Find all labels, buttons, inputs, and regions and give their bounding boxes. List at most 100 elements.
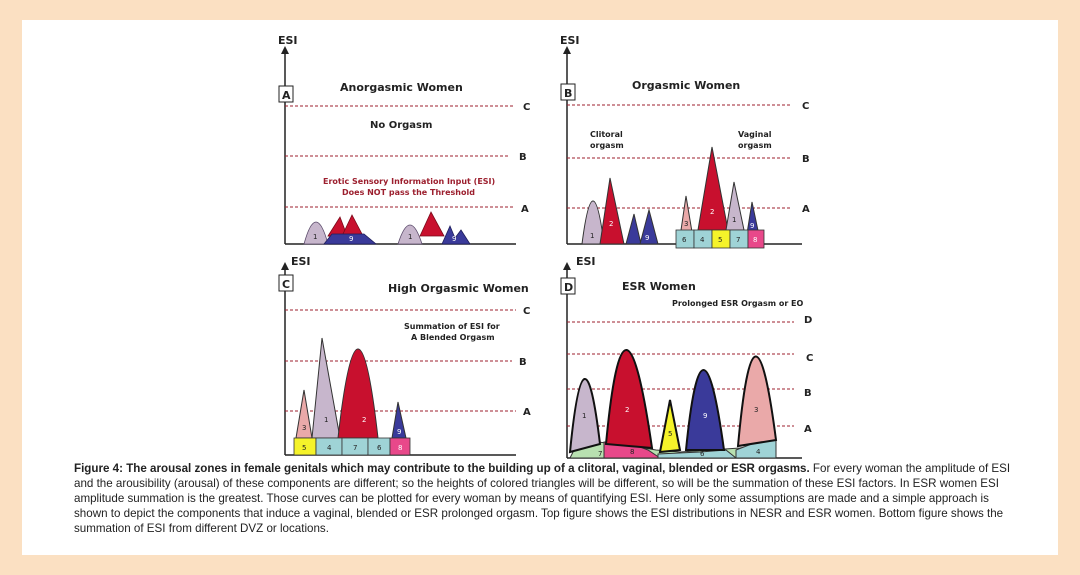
panel-d-peak-1 [568,378,602,454]
figure-4-diagram: ESI A Anorgasmic Women C B A No Orgasm E… [278,34,813,459]
panel-b-note-clitoral: Clitoral [590,130,623,139]
panel-a-level-a: A [521,204,529,215]
panel-d-peak-label-9: 9 [703,412,707,420]
panel-b-level-c: C [802,101,809,112]
panel-b-box-label-4: 4 [700,236,705,244]
panel-d-level-c: C [806,353,813,364]
panel-b-peak-2 [599,177,625,245]
panel-c-box-label-6: 6 [377,444,382,452]
panel-b-level-a: A [802,204,810,215]
panel-b-note-clitoral-2: orgasm [590,141,624,150]
panel-c-letter-box [278,274,294,292]
panel-d-band-6 [657,449,738,459]
panel-c-box-label-7: 7 [353,444,357,452]
panel-d-peak-9 [684,369,726,451]
panel-a-esi-label: ESI [278,34,298,47]
panel-c-box-label-8: 8 [398,444,402,452]
panel-b-peak-2b [697,146,729,231]
panel-c-peak-label-3: 3 [302,424,306,432]
panel-b-peak-9a [625,213,642,245]
panel-b-title: Orgasmic Women [632,79,740,92]
panel-c-peak-label-2: 2 [362,416,366,424]
panel-b-peak-label-1: 1 [590,232,594,240]
panel-c-note-summation: Summation of ESI for [404,322,500,331]
panel-d-arrow [563,262,571,270]
panel-a-letter: A [282,89,291,102]
panel-d-title: ESR Women [622,280,696,293]
panel-b-arrow [563,46,571,54]
panel-b-letter-box [560,83,576,101]
panel-a-peak-9 [323,233,378,245]
panel-c-esi-label: ESI [291,255,311,268]
panel-b-peak-label-2b: 2 [710,208,714,216]
panel-d-peak-label-7: 7 [598,450,602,458]
panel-b-note-vaginal-2: orgasm [738,141,772,150]
panel-c-peak-2 [337,348,379,439]
panel-a: ESI A Anorgasmic Women C B A No Orgasm E… [278,34,530,245]
panel-c-note-blended: A Blended Orgasm [411,333,495,342]
panel-d-peak-2 [604,349,654,450]
figure-card: ESI A Anorgasmic Women C B A No Orgasm E… [22,20,1058,555]
panel-c-box-label-4: 4 [327,444,332,452]
panel-b-peak-label-9: 9 [645,234,649,242]
panel-a-level-c: C [523,102,530,113]
panel-c-arrow [281,262,289,270]
panel-c: ESI C High Orgasmic Women C B A Summatio… [278,255,531,456]
panel-b-level-b: B [802,154,810,165]
caption-label: Figure 4 [74,462,120,475]
panel-d-peak-label-5: 5 [668,430,672,438]
caption-body: For every woman the amplitude of ESI and… [74,462,1011,535]
panel-d-note-prolonged: Prolonged ESR Orgasm or EO [672,299,804,308]
panel-b-note-vaginal: Vaginal [738,130,772,139]
panel-d-peak-label-6: 6 [700,450,705,458]
panel-a-note-threshold: Does NOT pass the Threshold [342,188,475,197]
panel-d-level-a: A [804,424,812,435]
panel-d-letter-box [560,277,576,295]
panel-b-esi-label: ESI [560,34,580,47]
panel-b-box-label-8: 8 [753,236,757,244]
panel-a-peak-1b [397,224,423,245]
panel-c-box-8 [389,437,411,456]
panel-a-peak-label-9: 9 [349,235,353,243]
panel-c-title: High Orgasmic Women [388,282,529,295]
panel-d-peak-5 [658,399,682,454]
panel-d-peak-label-4: 4 [756,448,761,456]
panel-b: ESI B Orgasmic Women C B A Clitoral orga… [560,34,810,249]
panel-a-peak-label-1: 1 [313,233,317,241]
panel-a-level-b: B [519,152,527,163]
panel-a-peak-label-9b: 9 [452,235,456,243]
panel-b-boxes: 6 4 5 7 8 [675,229,765,249]
panel-c-level-b: B [519,357,527,368]
panel-d-letter: D [564,281,573,294]
panel-b-box-label-5: 5 [718,236,722,244]
panel-c-box-label-5: 5 [302,444,306,452]
panel-d-peak-label-3: 3 [754,406,758,414]
panel-c-level-c: C [523,306,530,317]
panel-a-arrow [281,46,289,54]
panel-b-peak-label-1b: 1 [732,216,736,224]
panel-a-peak-9b [441,224,471,245]
panel-d-level-d: D [804,315,812,326]
panel-a-note-esi: Erotic Sensory Information Input (ESI) [323,177,495,186]
panel-b-peak-label-3: 3 [684,220,688,228]
panel-b-box-label-6: 6 [682,236,687,244]
panel-a-peak-red-3 [419,211,445,237]
panel-d-peak-label-8: 8 [630,448,634,456]
panel-b-box-8 [747,229,765,249]
panel-d-esi-label: ESI [576,255,596,268]
caption-title: : The arousal zones in female genitals w… [119,462,810,475]
panel-c-letter: C [282,278,290,291]
panel-a-title: Anorgasmic Women [340,81,463,94]
panel-b-letter: B [564,87,572,100]
panel-d: ESI D ESR Women Prolonged ESR Orgasm or … [560,255,813,459]
panel-d-peak-label-2: 2 [625,406,629,414]
panel-d-peak-label-1: 1 [582,412,586,420]
panel-a-letter-box [278,85,294,103]
panel-b-peak-label-2: 2 [609,220,613,228]
panel-b-peak-9b [639,208,659,245]
panel-c-boxes: 5 4 7 6 8 [293,437,411,456]
panel-d-level-b: B [804,388,812,399]
panel-d-peak-3 [736,355,778,448]
panel-c-level-a: A [523,407,531,418]
figure-caption: Figure 4: The arousal zones in female ge… [74,461,1018,536]
